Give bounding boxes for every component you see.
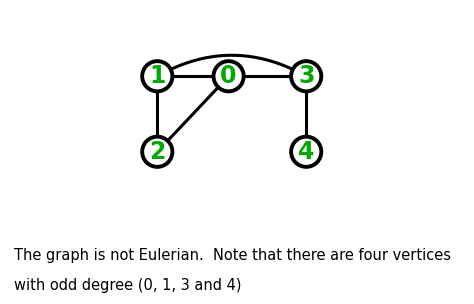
Circle shape: [213, 61, 244, 91]
Circle shape: [291, 61, 321, 91]
Circle shape: [142, 61, 173, 91]
Text: with odd degree (0, 1, 3 and 4): with odd degree (0, 1, 3 and 4): [14, 278, 242, 293]
Text: 4: 4: [298, 140, 314, 164]
Text: 1: 1: [149, 64, 165, 88]
Circle shape: [142, 137, 173, 167]
Text: 2: 2: [149, 140, 165, 164]
Circle shape: [291, 137, 321, 167]
Text: 3: 3: [298, 64, 314, 88]
Text: 0: 0: [220, 64, 237, 88]
Text: The graph is not Eulerian.  Note that there are four vertices: The graph is not Eulerian. Note that the…: [14, 248, 451, 263]
